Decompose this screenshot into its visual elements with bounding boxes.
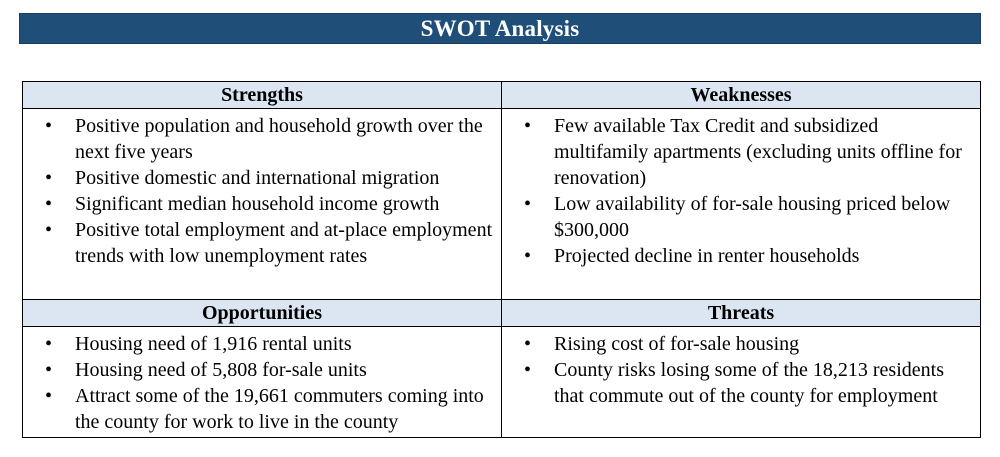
list-item-text: Positive total employment and at-place e… bbox=[75, 219, 493, 267]
threats-heading: Threats bbox=[501, 299, 981, 327]
list-item-text: Rising cost of for-sale housing bbox=[554, 333, 800, 355]
strengths-cell: • Positive population and household growt… bbox=[22, 108, 502, 300]
page-title: SWOT Analysis bbox=[420, 15, 580, 41]
body-row-top: • Positive population and household growt… bbox=[22, 108, 981, 300]
opportunities-list: • Housing need of 1,916 rental units • Hous… bbox=[23, 327, 501, 437]
header-row-bottom: Opportunities Threats bbox=[22, 299, 981, 327]
strengths-heading: Strengths bbox=[22, 81, 502, 109]
title-bar: SWOT Analysis bbox=[19, 13, 981, 44]
list-item-text: Few available Tax Credit and subsidized … bbox=[554, 115, 962, 189]
bullet-icon: • bbox=[524, 245, 532, 267]
threats-list: • Rising cost of for-sale housing • County … bbox=[502, 327, 980, 411]
list-item-text: Attract some of the 19,661 commuters com… bbox=[75, 385, 484, 433]
bullet-icon: • bbox=[524, 333, 532, 355]
weaknesses-list: • Few available Tax Credit and subsidized… bbox=[502, 109, 980, 271]
strengths-list: • Positive population and household growt… bbox=[23, 109, 501, 271]
list-item-text: Low availability of for-sale housing pri… bbox=[554, 193, 951, 241]
list-item-text: Significant median household income grow… bbox=[75, 193, 440, 215]
list-item: • Housing need of 1,916 rental units bbox=[23, 331, 493, 357]
bullet-icon: • bbox=[524, 359, 532, 381]
weaknesses-cell: • Few available Tax Credit and subsidized… bbox=[501, 108, 981, 300]
list-item: • County risks losing some of the 18,213 … bbox=[502, 357, 972, 409]
list-item-text: Positive population and household growth… bbox=[75, 115, 483, 163]
bullet-icon: • bbox=[45, 219, 53, 241]
list-item: • Low availability of for-sale housing pr… bbox=[502, 191, 972, 243]
list-item: • Housing need of 5,808 for-sale units bbox=[23, 357, 493, 383]
list-item: • Positive population and household growt… bbox=[23, 113, 493, 165]
header-row-top: Strengths Weaknesses bbox=[22, 81, 981, 109]
bullet-icon: • bbox=[45, 359, 53, 381]
bullet-icon: • bbox=[45, 167, 53, 189]
list-item-text: Projected decline in renter households bbox=[554, 245, 860, 267]
list-item-text: Housing need of 1,916 rental units bbox=[75, 333, 352, 355]
threats-cell: • Rising cost of for-sale housing • County … bbox=[501, 326, 981, 438]
list-item: • Positive domestic and international mig… bbox=[23, 165, 493, 191]
list-item: • Few available Tax Credit and subsidized… bbox=[502, 113, 972, 191]
body-row-bottom: • Housing need of 1,916 rental units • Hous… bbox=[22, 326, 981, 438]
list-item: • Significant median household income gro… bbox=[23, 191, 493, 217]
list-item-text: County risks losing some of the 18,213 r… bbox=[554, 359, 944, 407]
opportunities-cell: • Housing need of 1,916 rental units • Hous… bbox=[22, 326, 502, 438]
bullet-icon: • bbox=[45, 333, 53, 355]
bullet-icon: • bbox=[524, 115, 532, 137]
bullet-icon: • bbox=[45, 115, 53, 137]
list-item: • Projected decline in renter households bbox=[502, 243, 972, 269]
list-item-text: Positive domestic and international migr… bbox=[75, 167, 440, 189]
list-item: • Positive total employment and at-place … bbox=[23, 217, 493, 269]
swot-table: Strengths Weaknesses • Positive populatio… bbox=[22, 81, 981, 438]
list-item-text: Housing need of 5,808 for-sale units bbox=[75, 359, 367, 381]
bullet-icon: • bbox=[45, 193, 53, 215]
list-item: • Rising cost of for-sale housing bbox=[502, 331, 972, 357]
bullet-icon: • bbox=[45, 385, 53, 407]
opportunities-heading: Opportunities bbox=[22, 299, 502, 327]
list-item: • Attract some of the 19,661 commuters co… bbox=[23, 383, 493, 435]
bullet-icon: • bbox=[524, 193, 532, 215]
weaknesses-heading: Weaknesses bbox=[501, 81, 981, 109]
